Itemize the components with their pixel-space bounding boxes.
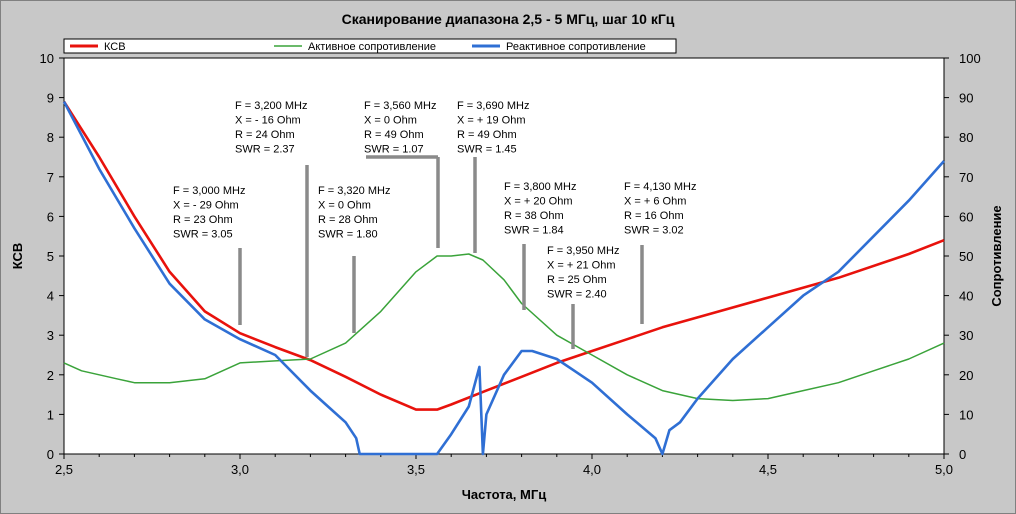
legend-label-reactive: Реактивное сопротивление (506, 41, 646, 53)
annotation-line: R = 23 Ohm (173, 214, 233, 226)
annotation-box (619, 177, 722, 243)
annotation-line: R = 49 Ohm (457, 129, 517, 141)
y-tick-label: 6 (47, 209, 54, 224)
x-axis-label: Частота, МГц (462, 487, 546, 502)
annotation-line: SWR = 3.02 (624, 225, 684, 237)
annotation-line: SWR = 2.37 (235, 144, 295, 156)
y2-tick-label: 0 (959, 447, 966, 462)
annotation-box (499, 177, 578, 241)
legend-label-swr: КСВ (104, 41, 126, 53)
y2-tick-label: 50 (959, 249, 973, 264)
annotation-line: R = 38 Ohm (504, 210, 564, 222)
x-tick-label: 4,5 (759, 462, 777, 477)
y2-tick-label: 90 (959, 91, 973, 106)
y-tick-label: 1 (47, 407, 54, 422)
annotation-box (313, 181, 415, 261)
annotation-line: X = + 19 Ohm (457, 115, 525, 127)
annotation-line: X = 0 Ohm (318, 200, 371, 212)
annotation-box (542, 241, 620, 303)
legend-box (63, 38, 677, 54)
y-tick-label: 9 (47, 91, 54, 106)
y-tick-label: 10 (40, 51, 54, 66)
y2-tick-label: 30 (959, 328, 973, 343)
annotation-box (452, 96, 582, 166)
x-tick-label: 4,0 (583, 462, 601, 477)
annotation-box (168, 181, 271, 261)
y2-tick-label: 70 (959, 170, 973, 185)
legend: КСВ Активное сопротивление Реактивное со… (63, 38, 677, 54)
annotation-line: SWR = 1.80 (318, 229, 378, 241)
annotation-line: SWR = 3.05 (173, 229, 233, 241)
annotation-line: X = 0 Ohm (364, 115, 417, 127)
annotation-line: F = 3,950 MHz (547, 245, 619, 257)
active-resistance-line (63, 253, 945, 402)
y2-tick-label: 60 (959, 209, 973, 224)
y-axis-label: КСВ (10, 243, 25, 270)
y2-tick-label: 10 (959, 407, 973, 422)
swr-line (62, 100, 945, 411)
annotation-line: SWR = 1.07 (364, 144, 424, 156)
x-tick-label: 3,5 (407, 462, 425, 477)
y2-tick-label: 40 (959, 289, 973, 304)
y2-axis-label: Сопротивление (989, 205, 1004, 306)
annotation-line: F = 4,130 MHz (624, 181, 696, 193)
x-tick-label: 5,0 (935, 462, 953, 477)
annotation-line: X = + 20 Ohm (504, 196, 572, 208)
annotation-line: R = 49 Ohm (364, 129, 424, 141)
y-tick-label: 2 (47, 368, 54, 383)
y-tick-label: 7 (47, 170, 54, 185)
annotation-box (359, 96, 452, 166)
annotation-line: X = - 29 Ohm (173, 200, 239, 212)
annotation-line: F = 3,200 MHz (235, 100, 307, 112)
y2-tick-label: 20 (959, 368, 973, 383)
annotation-line: R = 25 Ohm (547, 274, 607, 286)
annotation-line: R = 28 Ohm (318, 214, 378, 226)
annotation-line: SWR = 2.40 (547, 289, 607, 301)
annotation-line: SWR = 1.84 (504, 225, 564, 237)
annotation-line: R = 24 Ohm (235, 129, 295, 141)
annotation-line: X = + 21 Ohm (547, 260, 615, 272)
y-tick-label: 5 (47, 249, 54, 264)
x-tick-label: 3,0 (231, 462, 249, 477)
y-tick-label: 3 (47, 328, 54, 343)
annotation-line: R = 16 Ohm (624, 210, 684, 222)
y-tick-label: 4 (47, 289, 54, 304)
annotation-line: F = 3,800 MHz (504, 181, 576, 193)
y-tick-label: 0 (47, 447, 54, 462)
annotation-line: F = 3,690 MHz (457, 100, 529, 112)
y-tick-label: 8 (47, 130, 54, 145)
legend-label-active: Активное сопротивление (308, 41, 436, 53)
x-tick-label: 2,5 (55, 462, 73, 477)
annotation-line: X = - 16 Ohm (235, 115, 301, 127)
y2-tick-label: 100 (959, 51, 981, 66)
annotation-line: F = 3,320 MHz (318, 185, 390, 197)
reactive-resistance-line (62, 100, 945, 456)
chart-title: Сканирование диапазона 2,5 - 5 МГц, шаг … (342, 11, 675, 27)
annotation-line: X = + 6 Ohm (624, 196, 686, 208)
annotation-line: F = 3,000 MHz (173, 185, 245, 197)
annotation-box (230, 96, 314, 166)
annotation-line: F = 3,560 MHz (364, 100, 436, 112)
y2-tick-label: 80 (959, 130, 973, 145)
annotation-line: SWR = 1.45 (457, 144, 517, 156)
